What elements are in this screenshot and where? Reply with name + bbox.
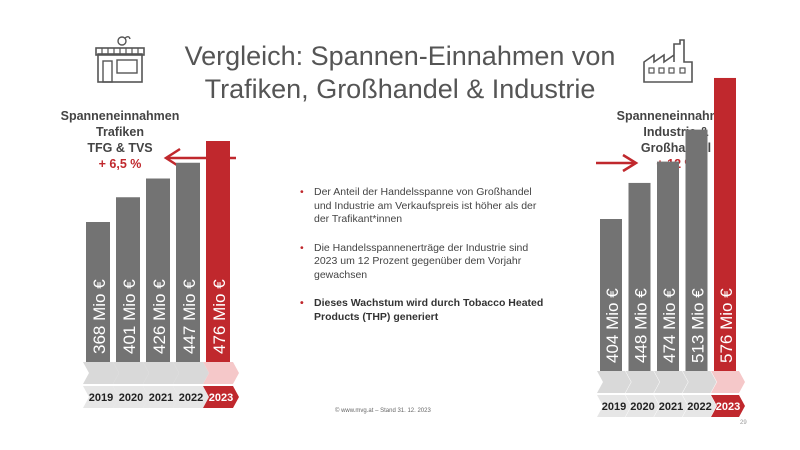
left-heading-line: Spanneneinnahmen bbox=[60, 109, 180, 123]
page-title: Vergleich: Spannen-Einnahmen von Trafike… bbox=[184, 41, 616, 104]
right-year-chevron bbox=[654, 395, 688, 417]
bullet-list: Der Anteil der Handelsspanne von Großhan… bbox=[300, 186, 545, 339]
left-year-label: 2019 bbox=[89, 392, 113, 404]
left-year-label: 2022 bbox=[179, 392, 203, 404]
right-value-label: 448 Mio € bbox=[632, 288, 651, 363]
footer-source: © www.mvg.at – Stand 31. 12. 2023 bbox=[335, 408, 431, 414]
left-year-label: 2023 bbox=[209, 392, 233, 404]
left-band-segment bbox=[113, 362, 149, 384]
bullet-item: Die Handelsspannenerträge der Industrie … bbox=[300, 242, 545, 283]
left-year-chevron bbox=[143, 386, 179, 408]
bullet-item: Der Anteil der Handelsspanne von Großhan… bbox=[300, 186, 545, 227]
left-bar-2020 bbox=[116, 197, 140, 362]
left-band-segment bbox=[173, 362, 209, 384]
right-year-label: 2019 bbox=[602, 401, 626, 413]
left-value-label: 476 Mio € bbox=[210, 279, 229, 354]
right-year-chevron bbox=[682, 395, 717, 417]
right-value-label: 474 Mio € bbox=[660, 288, 679, 363]
right-band-segment bbox=[654, 371, 688, 393]
bullet-item: Dieses Wachstum wird durch Tobacco Heate… bbox=[300, 297, 545, 324]
left-growth-label: + 6,5 % bbox=[98, 157, 142, 171]
right-bar-2020 bbox=[628, 182, 651, 371]
right-year-label: 2022 bbox=[687, 401, 711, 413]
left-band-segment bbox=[203, 362, 239, 384]
left-year-label: 2020 bbox=[119, 392, 143, 404]
right-year-label: 2023 bbox=[716, 401, 740, 413]
right-value-label: 404 Mio € bbox=[603, 288, 622, 363]
right-year-chevron bbox=[597, 395, 631, 417]
left-year-label: 2021 bbox=[149, 392, 173, 404]
shop-icon bbox=[95, 36, 145, 83]
left-value-label: 426 Mio € bbox=[150, 279, 169, 354]
right-year-label: 2020 bbox=[630, 401, 654, 413]
right-band-segment bbox=[711, 371, 745, 393]
right-heading-line: Spanneneinnahmen bbox=[616, 109, 736, 123]
left-bar-2021 bbox=[146, 178, 170, 362]
left-value-label: 401 Mio € bbox=[120, 279, 139, 354]
left-value-label: 447 Mio € bbox=[180, 279, 199, 354]
factory-icon bbox=[643, 39, 693, 83]
right-bar-2019 bbox=[600, 219, 622, 371]
left-bar-2022 bbox=[176, 162, 200, 362]
left-year-chevron bbox=[113, 386, 149, 408]
left-heading-line: TFG & TVS bbox=[87, 141, 153, 155]
left-bar-2019 bbox=[86, 222, 110, 362]
left-year-chevron bbox=[173, 386, 209, 408]
right-year-label: 2021 bbox=[659, 401, 683, 413]
right-band-segment bbox=[682, 371, 717, 393]
right-band-segment bbox=[625, 371, 660, 393]
right-bar-2022 bbox=[685, 129, 708, 371]
right-bar-2023 bbox=[714, 77, 736, 372]
left-bar-2023 bbox=[206, 141, 230, 362]
right-growth-arrow bbox=[596, 153, 639, 173]
left-panel-heading: Spanneneinnahmen Trafiken TFG & TVS + 6,… bbox=[40, 108, 200, 172]
left-year-chevron bbox=[203, 386, 239, 408]
page-number: 29 bbox=[740, 420, 747, 426]
left-heading-line: Trafiken bbox=[96, 125, 144, 139]
right-year-chevron bbox=[711, 395, 745, 417]
right-value-label: 513 Mio € bbox=[689, 288, 708, 363]
left-value-label: 368 Mio € bbox=[90, 279, 109, 354]
left-band-segment bbox=[83, 362, 119, 384]
left-year-chevron bbox=[83, 386, 119, 408]
left-band-segment bbox=[143, 362, 179, 384]
right-year-chevron bbox=[625, 395, 660, 417]
right-band-segment bbox=[597, 371, 631, 393]
right-bar-2021 bbox=[657, 161, 679, 371]
right-value-label: 576 Mio € bbox=[717, 288, 736, 363]
